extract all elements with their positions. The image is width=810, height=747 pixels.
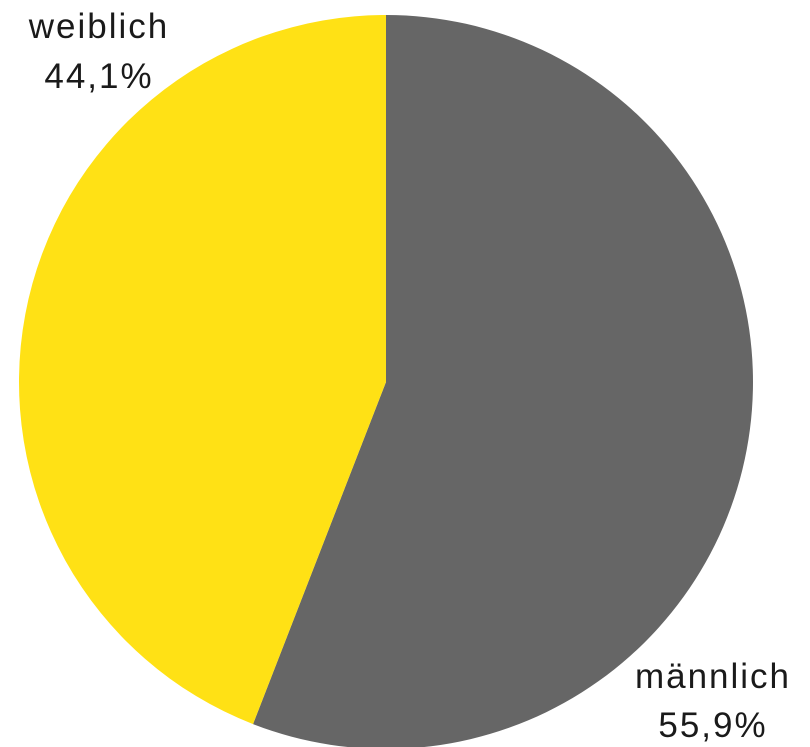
- slice-label-maennlich: männlich 55,9%: [635, 657, 791, 745]
- slice-label-weiblich-name: weiblich: [28, 7, 170, 46]
- slice-label-maennlich-value: 55,9%: [658, 706, 767, 745]
- slice-label-weiblich-value: 44,1%: [44, 57, 153, 96]
- pie-slice-weiblich: [18, 14, 386, 725]
- pie-slice-maennlich: [253, 15, 753, 747]
- slice-label-weiblich: weiblich 44,1%: [28, 7, 170, 96]
- slice-label-maennlich-name: männlich: [635, 657, 791, 696]
- pie-slices: [18, 14, 753, 747]
